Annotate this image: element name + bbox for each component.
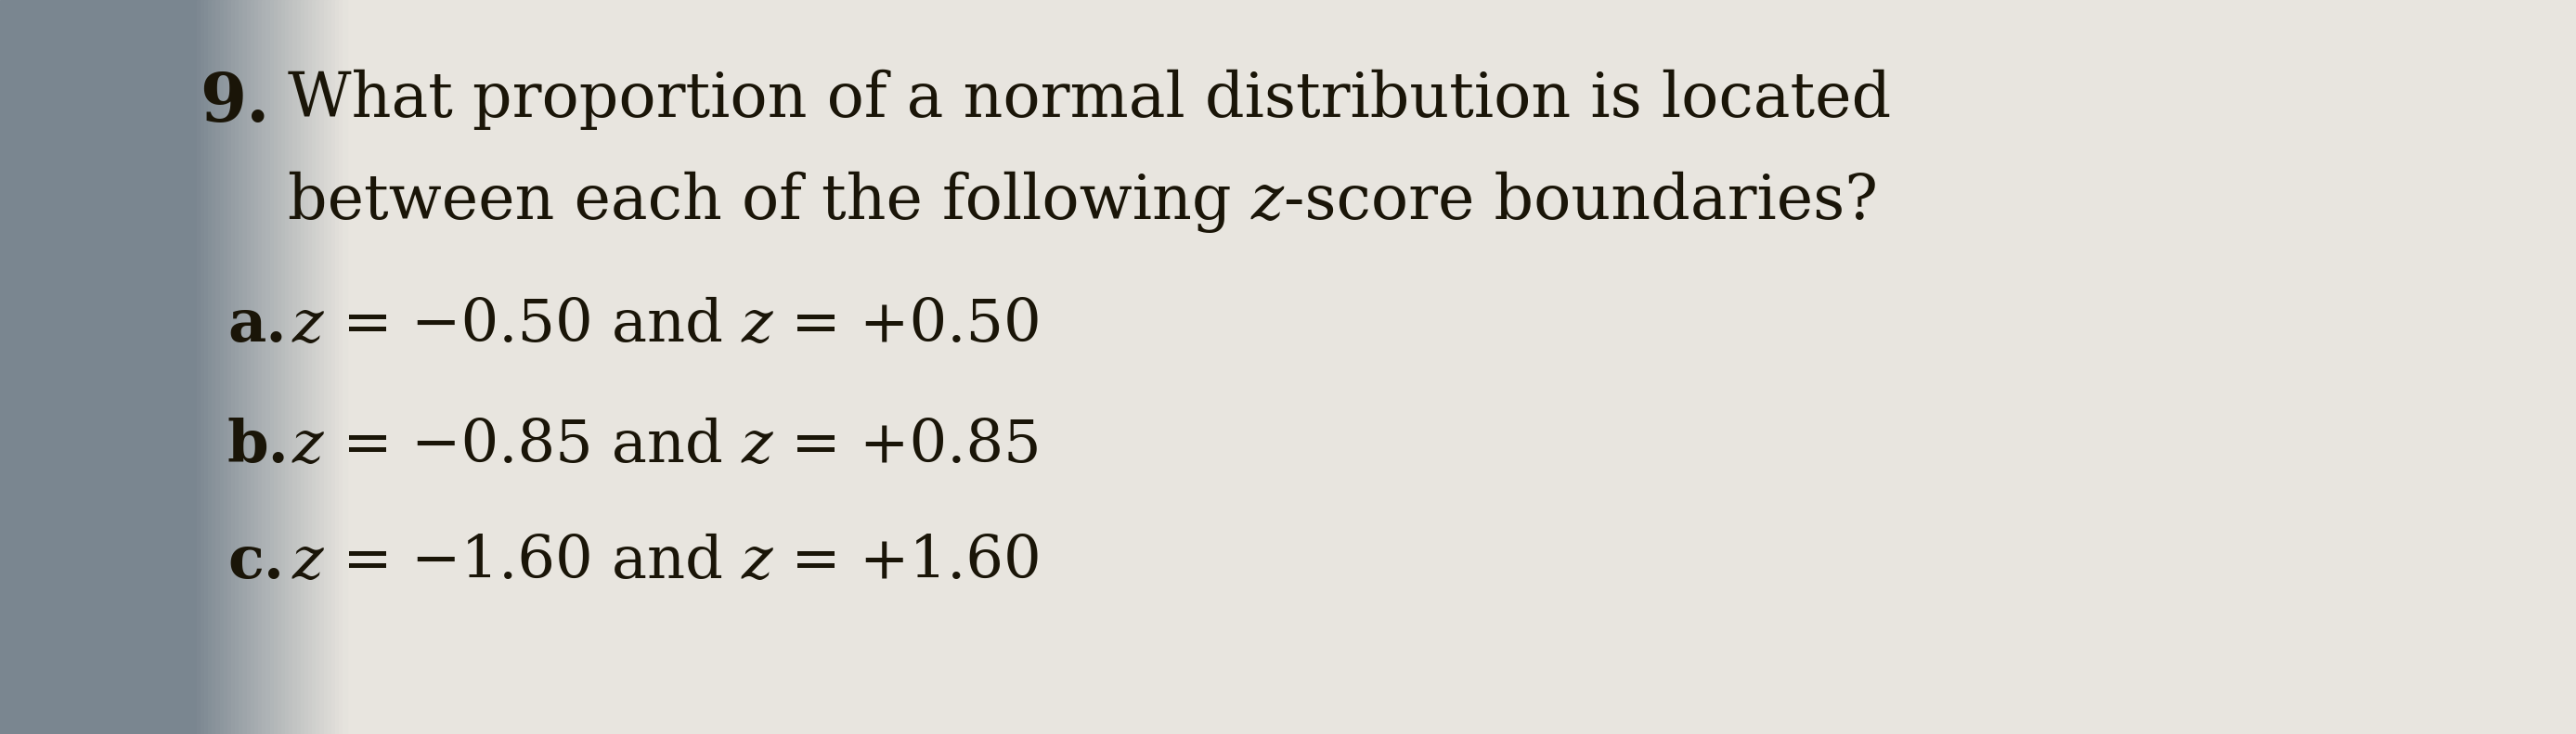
Text: = +0.85: = +0.85 — [773, 418, 1041, 474]
Bar — [335, 0, 340, 734]
Text: -score boundaries?: -score boundaries? — [1283, 172, 1878, 232]
Text: z: z — [742, 418, 773, 475]
Bar — [211, 0, 216, 734]
Bar — [0, 0, 193, 734]
Bar — [325, 0, 330, 734]
Bar — [219, 0, 224, 734]
Bar — [319, 0, 325, 734]
Bar — [258, 0, 263, 734]
Bar — [296, 0, 301, 734]
Bar — [232, 0, 237, 734]
Bar — [301, 0, 307, 734]
Bar — [332, 0, 335, 734]
Bar — [270, 0, 276, 734]
Bar — [204, 0, 209, 734]
Bar — [209, 0, 214, 734]
Text: = −0.50 and: = −0.50 and — [325, 297, 742, 354]
Text: c.: c. — [227, 534, 283, 590]
Text: = −1.60 and: = −1.60 and — [325, 534, 742, 590]
Bar — [273, 0, 278, 734]
Bar — [201, 0, 206, 734]
Bar — [340, 0, 343, 734]
Text: = −0.85 and: = −0.85 and — [325, 418, 742, 474]
Bar — [216, 0, 219, 734]
Bar — [278, 0, 283, 734]
Bar — [265, 0, 270, 734]
Bar — [309, 0, 312, 734]
Text: between each of the following: between each of the following — [289, 172, 1252, 233]
Bar — [317, 0, 319, 734]
Bar — [343, 0, 348, 734]
Bar — [312, 0, 317, 734]
Bar — [242, 0, 247, 734]
Bar — [294, 0, 296, 734]
Text: z: z — [294, 418, 325, 475]
Text: b.: b. — [227, 418, 289, 474]
Text: z: z — [1252, 172, 1283, 232]
Text: a.: a. — [227, 297, 286, 354]
Bar — [227, 0, 232, 734]
Text: = +0.50: = +0.50 — [773, 297, 1041, 354]
Bar — [304, 0, 309, 734]
Bar — [281, 0, 286, 734]
Bar — [263, 0, 265, 734]
Text: z: z — [742, 534, 773, 591]
Text: z: z — [294, 297, 325, 354]
Text: = +1.60: = +1.60 — [773, 534, 1041, 590]
Text: z: z — [742, 297, 773, 354]
Bar — [234, 0, 240, 734]
Text: What proportion of a normal distribution is located: What proportion of a normal distribution… — [289, 70, 1891, 130]
Bar — [247, 0, 252, 734]
Bar — [196, 0, 201, 734]
Bar — [286, 0, 289, 734]
Bar — [289, 0, 294, 734]
Bar — [240, 0, 242, 734]
Text: 9.: 9. — [198, 70, 270, 136]
Bar — [250, 0, 255, 734]
Bar — [255, 0, 260, 734]
Bar — [327, 0, 332, 734]
Bar — [224, 0, 229, 734]
Bar — [193, 0, 198, 734]
Text: z: z — [294, 534, 325, 591]
